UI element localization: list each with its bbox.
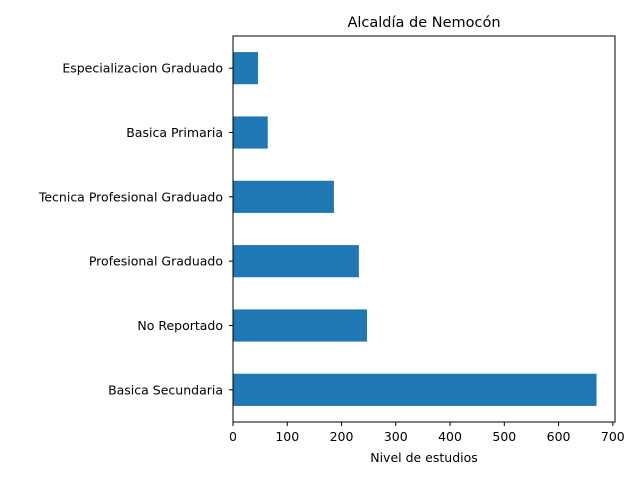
y-tick-label-0: Especializacion Graduado	[62, 61, 223, 76]
chart-title: Alcaldía de Nemocón	[347, 15, 500, 31]
y-tick-labels: Especializacion Graduado Basica Primaria T…	[38, 61, 233, 397]
x-tick-label-6: 600	[547, 429, 571, 444]
bars-group	[233, 52, 597, 406]
x-tick-label-7: 700	[601, 429, 625, 444]
x-tick-label-2: 200	[330, 429, 354, 444]
y-tick-label-1: Basica Primaria	[126, 125, 223, 140]
y-tick-label-4: No Reportado	[137, 318, 223, 333]
bar-1	[233, 116, 268, 149]
x-tick-label-5: 500	[492, 429, 516, 444]
y-tick-label-5: Basica Secundaria	[108, 382, 223, 397]
plot-frame	[232, 35, 616, 423]
x-tick-label-4: 400	[438, 429, 462, 444]
x-tick-label-3: 300	[384, 429, 408, 444]
bar-2	[233, 180, 334, 213]
bar-5	[233, 373, 597, 406]
bar-0	[233, 52, 258, 85]
y-tick-label-3: Profesional Graduado	[89, 254, 223, 269]
y-tick-label-2: Tecnica Profesional Graduado	[38, 189, 223, 204]
x-tick-label-1: 100	[275, 429, 299, 444]
x-ticks: 0 100 200 300 400 500 600 700	[229, 422, 625, 444]
bar-4	[233, 309, 368, 342]
x-tick-label-0: 0	[229, 429, 237, 444]
bar-3	[233, 245, 359, 278]
x-axis-label: Nivel de estudios	[370, 450, 478, 465]
